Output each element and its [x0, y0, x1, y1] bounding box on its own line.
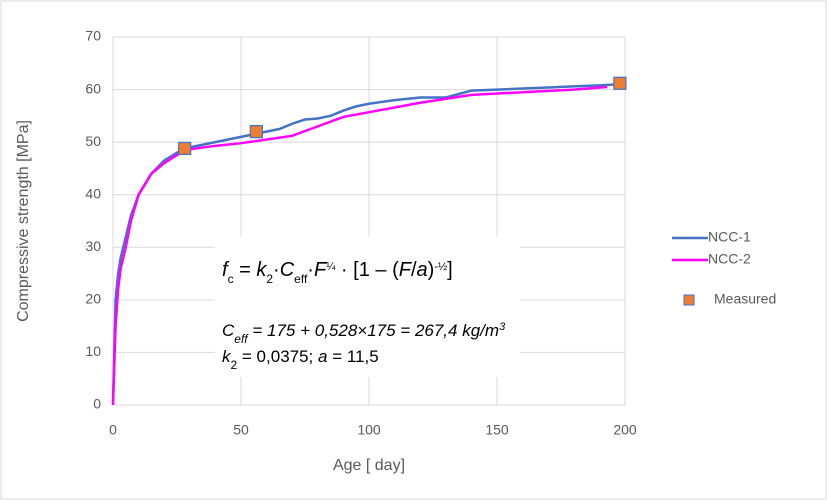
ann-run: = 11,5	[327, 347, 378, 366]
grid	[112, 36, 626, 406]
y-tick-label: 20	[85, 291, 101, 307]
y-tick-label: 70	[85, 28, 101, 44]
ann-run: 2	[231, 358, 238, 372]
ann-run: F	[399, 259, 413, 281]
y-tick-label: 60	[85, 80, 101, 96]
ann-run: ·	[273, 259, 280, 281]
ann-run: )	[428, 259, 435, 281]
ann-run: 2	[266, 272, 273, 286]
y-axis-title: Compressive strength [MPa]	[15, 120, 32, 322]
annotation-box	[215, 237, 520, 377]
legend-label: NCC-1	[708, 229, 751, 245]
x-tick-label: 100	[357, 422, 381, 438]
ann-run: ·	[307, 259, 314, 281]
x-axis-title: Age [ day]	[333, 457, 405, 474]
y-tick-label: 30	[85, 238, 101, 254]
point	[249, 125, 263, 139]
ann-run: c	[228, 272, 234, 286]
ann-run: C	[222, 321, 235, 340]
ann-run: eff	[294, 272, 308, 286]
ann-run: = 0,0375;	[237, 347, 318, 366]
x-tick-label: 0	[109, 422, 117, 438]
x-tick-label: 50	[233, 422, 249, 438]
legend-marker	[683, 294, 695, 306]
ann-run: a	[318, 347, 327, 366]
legend-label: NCC-2	[708, 251, 751, 267]
ann-run: -½	[434, 261, 447, 273]
ann-run: =	[234, 259, 257, 281]
y-tick-label: 10	[85, 343, 101, 359]
ann-run: eff	[234, 332, 249, 346]
y-tick-label: 40	[85, 185, 101, 201]
ann-run: f	[222, 259, 230, 281]
ann-run: /	[411, 259, 417, 281]
ann-run: = 175 + 0,528×175 = 267,4 kg/m	[248, 321, 499, 340]
ann-run: a	[417, 259, 428, 281]
ann-run: · [1 – (	[335, 259, 399, 281]
annotation-line: k2 = 0,0375; a = 11,5	[222, 347, 379, 372]
series-line	[111, 85, 608, 406]
point	[178, 141, 192, 156]
ann-run: ¼	[326, 261, 336, 273]
y-tick-label: 0	[93, 396, 101, 412]
annotation-line: Ceff = 175 + 0,528×175 = 267,4 kg/m3	[222, 321, 506, 346]
point	[613, 76, 627, 90]
y-tick-label: 50	[85, 133, 101, 149]
annotation-line: fc = k2·Ceff·F¼ · [1 – (F/a)-½]	[222, 259, 453, 286]
ann-run: C	[280, 259, 295, 281]
marks	[111, 76, 627, 406]
legend-label: Measured	[714, 291, 776, 307]
ann-run: 3	[499, 321, 506, 333]
x-tick-label: 200	[613, 422, 637, 438]
ann-run: ]	[447, 259, 453, 281]
ann-run: k	[222, 347, 232, 366]
x-tick-label: 150	[485, 422, 509, 438]
ann-run: k	[256, 259, 267, 281]
ann-run: F	[314, 259, 328, 281]
